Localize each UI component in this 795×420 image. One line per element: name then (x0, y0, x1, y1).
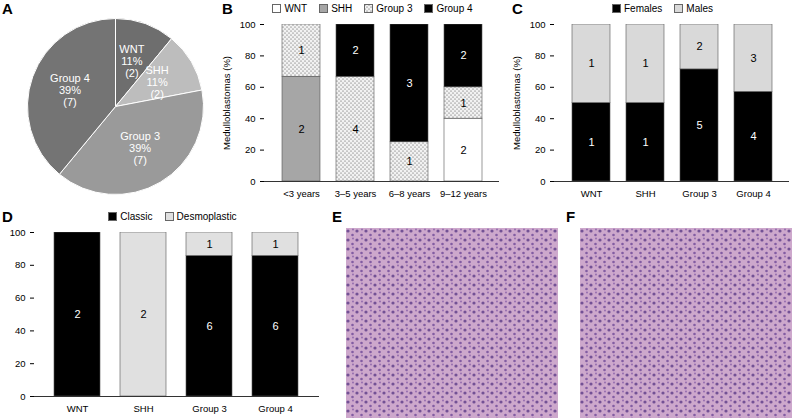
html-text:Group 3: Group 3 (376, 2, 413, 14)
svg-text:1: 1 (588, 57, 594, 69)
svg-text:100: 100 (530, 19, 546, 30)
svg-text:WNT: WNT (581, 188, 603, 199)
svg-text:SHH11%(2): SHH11%(2) (146, 64, 169, 100)
html-text:WNT: WNT (284, 2, 308, 14)
svg-text:1: 1 (642, 136, 648, 148)
svg-text:60: 60 (15, 292, 26, 303)
svg-text:Group 3: Group 3 (192, 403, 226, 414)
html-text:Desmoplastic: Desmoplastic (176, 210, 237, 222)
html-text:Group 4: Group 4 (436, 2, 473, 14)
svg-text:60: 60 (245, 81, 256, 92)
svg-text:100: 100 (10, 227, 26, 238)
svg-text:2: 2 (696, 40, 702, 52)
svg-text:Group 4: Group 4 (736, 188, 770, 199)
html-text:Males: Males (686, 2, 713, 14)
svg-text:100: 100 (240, 19, 256, 30)
svg-text:SHH: SHH (635, 188, 655, 199)
svg-text:1: 1 (460, 97, 466, 109)
svg-text:Group 439%(7): Group 439%(7) (50, 72, 90, 108)
svg-text:2: 2 (298, 123, 304, 135)
svg-text:3: 3 (406, 77, 412, 89)
svg-text:1: 1 (206, 238, 212, 250)
svg-text:1: 1 (272, 238, 278, 250)
svg-text:1: 1 (642, 57, 648, 69)
svg-text:40: 40 (15, 325, 26, 336)
html-text:Classic: Classic (120, 210, 153, 222)
svg-text:4: 4 (352, 123, 358, 135)
svg-text:2: 2 (352, 44, 358, 56)
html-text:A: A (2, 0, 13, 17)
svg-text:40: 40 (245, 113, 256, 124)
svg-text:80: 80 (535, 50, 546, 61)
html-text:B: B (222, 0, 233, 17)
svg-text:3: 3 (750, 52, 756, 64)
svg-text:20: 20 (535, 144, 546, 155)
svg-text:Medulloblastomas (%): Medulloblastomas (%) (221, 56, 232, 150)
svg-text:Group 4: Group 4 (258, 403, 292, 414)
svg-text:5: 5 (696, 119, 702, 131)
svg-text:Group 3: Group 3 (682, 188, 716, 199)
svg-text:40: 40 (535, 113, 546, 124)
html-text:SHH: SHH (331, 2, 353, 14)
svg-text:WNT: WNT (67, 403, 89, 414)
svg-text:80: 80 (15, 259, 26, 270)
svg-text:6: 6 (206, 320, 212, 332)
svg-text:0: 0 (20, 391, 25, 402)
svg-text:1: 1 (298, 44, 304, 56)
svg-text:20: 20 (245, 144, 256, 155)
svg-text:1: 1 (406, 155, 412, 167)
svg-text:6–8 years: 6–8 years (389, 188, 431, 199)
svg-text:20: 20 (15, 358, 26, 369)
svg-text:2: 2 (74, 308, 80, 320)
svg-text:<3 years: <3 years (283, 188, 320, 199)
svg-text:2: 2 (140, 308, 146, 320)
svg-text:4: 4 (750, 130, 756, 142)
svg-text:1: 1 (588, 136, 594, 148)
svg-text:80: 80 (245, 50, 256, 61)
html-text:D: D (2, 208, 13, 225)
svg-text:0: 0 (540, 176, 545, 187)
svg-text:2: 2 (460, 144, 466, 156)
svg-text:60: 60 (535, 81, 546, 92)
svg-text:6: 6 (272, 320, 278, 332)
html-text:F: F (566, 208, 576, 225)
svg-text:Medulloblastomas (%): Medulloblastomas (%) (511, 56, 522, 150)
svg-text:WNT11%(2): WNT11%(2) (119, 43, 144, 79)
svg-text:0: 0 (250, 176, 255, 187)
html-text:E: E (332, 208, 342, 225)
svg-text:9–12 years: 9–12 years (440, 188, 487, 199)
svg-text:SHH: SHH (133, 403, 153, 414)
svg-text:Group 339%(7): Group 339%(7) (120, 130, 160, 166)
svg-text:2: 2 (460, 49, 466, 61)
html-text:C: C (512, 0, 523, 17)
svg-text:3–5 years: 3–5 years (335, 188, 377, 199)
html-text:Females: Females (624, 2, 663, 14)
